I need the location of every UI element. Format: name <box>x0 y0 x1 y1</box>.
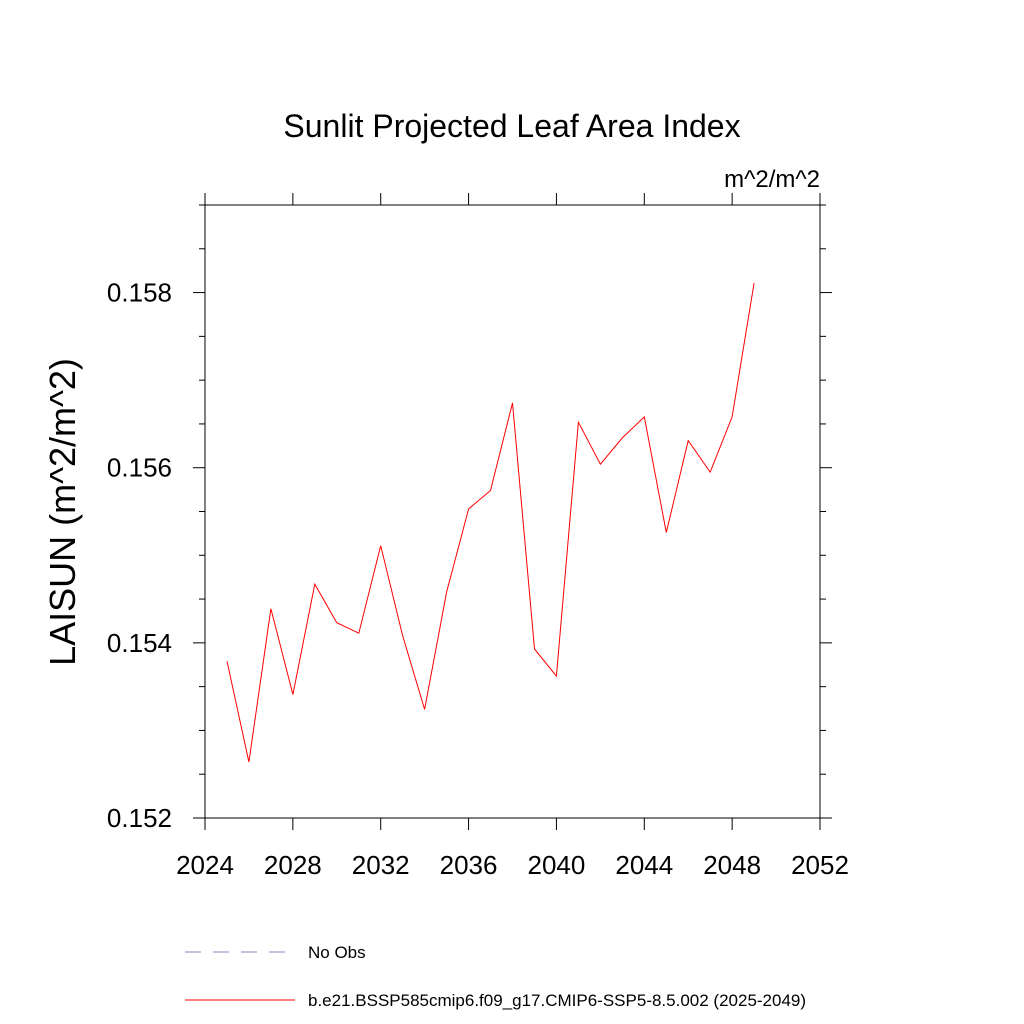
x-tick-label: 2024 <box>176 850 234 880</box>
x-tick-label: 2040 <box>528 850 586 880</box>
x-tick-label: 2052 <box>791 850 849 880</box>
x-tick-label: 2028 <box>264 850 322 880</box>
x-tick-label: 2032 <box>352 850 410 880</box>
y-tick-label: 0.152 <box>107 803 172 833</box>
units-label: m^2/m^2 <box>724 166 820 193</box>
y-tick-label: 0.158 <box>107 278 172 308</box>
x-tick-label: 2036 <box>440 850 498 880</box>
y-tick-label: 0.154 <box>107 628 172 658</box>
plot-frame <box>204 204 821 819</box>
chart-title: Sunlit Projected Leaf Area Index <box>283 108 740 144</box>
series-line <box>226 282 755 763</box>
x-tick-label: 2048 <box>703 850 761 880</box>
legend-label: b.e21.BSSP585cmip6.f09_g17.CMIP6-SSP5-8.… <box>308 991 806 1010</box>
legend-label: No Obs <box>308 943 366 962</box>
y-tick-label: 0.156 <box>107 453 172 483</box>
y-axis-label: LAISUN (m^2/m^2) <box>42 358 83 666</box>
x-tick-label: 2044 <box>615 850 673 880</box>
